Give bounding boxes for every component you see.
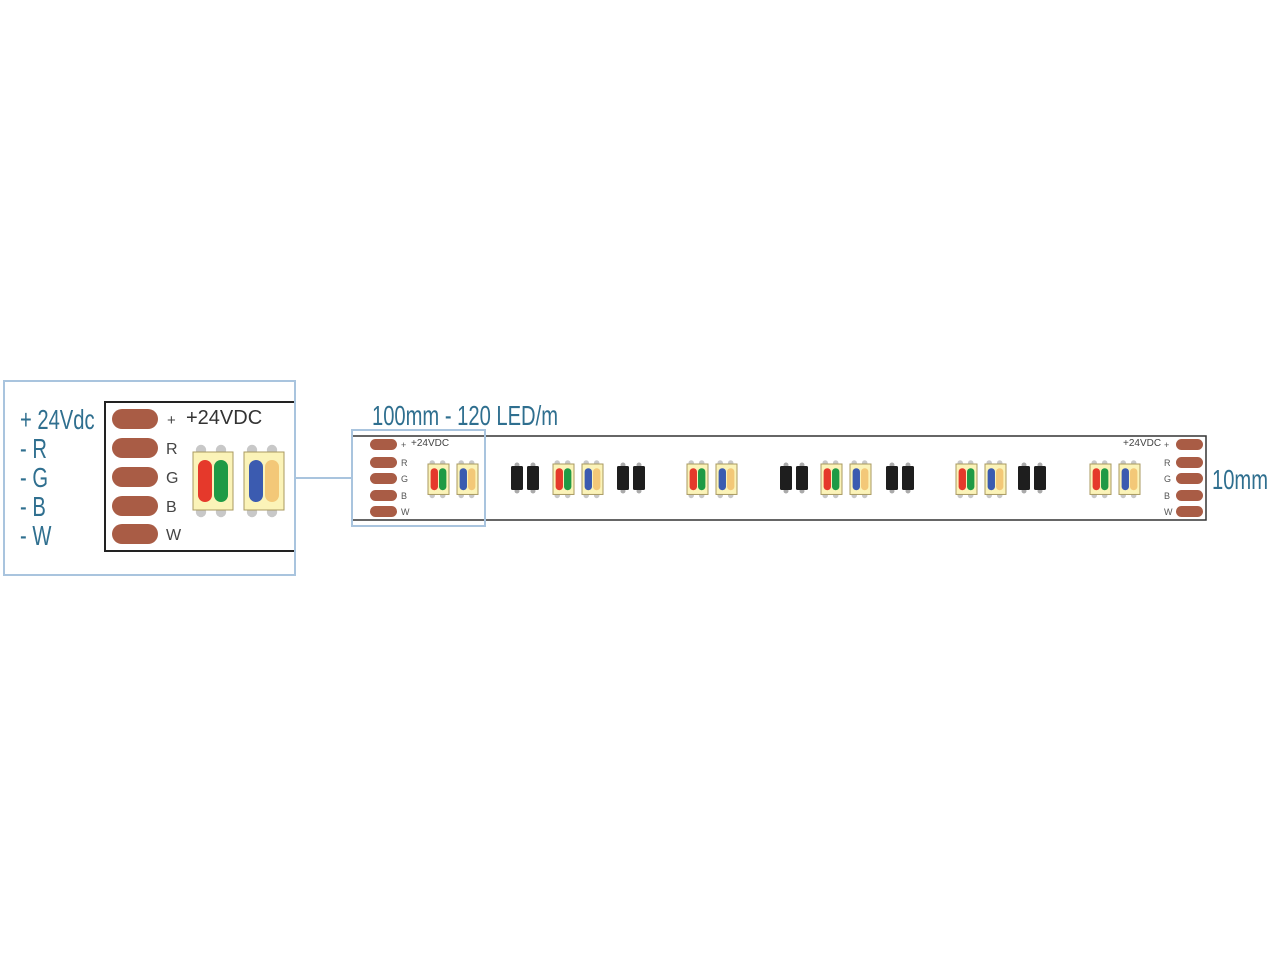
led-chip xyxy=(987,468,995,491)
strip-pad-label-right: + xyxy=(1164,440,1169,450)
pad-label: G xyxy=(166,470,178,487)
strip-pad-left xyxy=(370,506,397,517)
strip-pad-right xyxy=(1176,457,1203,468)
solder-pad xyxy=(112,524,158,544)
led-chip xyxy=(439,468,447,491)
led-chip xyxy=(727,468,735,491)
strip-pad-label-left: G xyxy=(401,474,408,484)
resistor xyxy=(1018,466,1030,490)
strip-pad-left xyxy=(370,473,397,484)
resistor xyxy=(511,466,523,490)
strip-pad-label-right: G xyxy=(1164,474,1171,484)
led-chip xyxy=(832,468,840,491)
led-chip xyxy=(1092,468,1100,491)
strip-pad-left xyxy=(370,490,397,501)
led-chip xyxy=(996,468,1004,491)
led-chip xyxy=(1101,468,1109,491)
led-chip xyxy=(555,468,563,491)
strip-pad-label-right: W xyxy=(1164,507,1173,517)
solder-pad xyxy=(112,467,158,487)
solder-pad xyxy=(112,496,158,516)
led-chip xyxy=(265,460,279,502)
strip-voltage-right: +24VDC xyxy=(1123,438,1161,449)
strip-outline xyxy=(351,435,1207,521)
led-chip xyxy=(958,468,966,491)
led-chip xyxy=(718,468,726,491)
wire-label-w: - W xyxy=(20,520,52,551)
strip-voltage-left: +24VDC xyxy=(411,438,449,449)
led-chip xyxy=(564,468,572,491)
resistor xyxy=(1034,466,1046,490)
pad-label: W xyxy=(166,527,182,544)
detail-strip-outline xyxy=(104,401,294,552)
led-chip xyxy=(967,468,975,491)
resistor xyxy=(886,466,898,490)
pad-label: + xyxy=(167,412,176,429)
wire-label-g: - G xyxy=(20,462,49,493)
led-chip xyxy=(430,468,438,491)
led-chip xyxy=(593,468,601,491)
led-chip xyxy=(861,468,869,491)
strip-title: 100mm - 120 LED/m xyxy=(372,400,558,431)
led-chip xyxy=(249,460,263,502)
strip-pad-right xyxy=(1176,490,1203,501)
pad-label: R xyxy=(166,441,178,458)
resistor xyxy=(780,466,792,490)
led-chip xyxy=(214,460,228,502)
wire-label-24v: + 24Vdc xyxy=(20,404,95,435)
strip-pad-right xyxy=(1176,439,1203,450)
strip-pad-label-left: R xyxy=(401,458,408,468)
led-chip xyxy=(852,468,860,491)
strip-width-label: 10mm xyxy=(1212,464,1269,495)
wire-label-b: - B xyxy=(20,491,46,522)
led-chip xyxy=(689,468,697,491)
strip-pad-right xyxy=(1176,473,1203,484)
strip-pad-right xyxy=(1176,506,1203,517)
zoom-highlight-frame xyxy=(351,429,486,527)
led-chip xyxy=(198,460,212,502)
resistor xyxy=(527,466,539,490)
wire-label-r: - R xyxy=(20,433,47,464)
resistor xyxy=(617,466,629,490)
led-chip xyxy=(468,468,476,491)
strip-pad-label-left: W xyxy=(401,507,410,517)
strip-pad-label-left: + xyxy=(401,440,406,450)
pad-label: B xyxy=(166,499,177,516)
strip-pad-left xyxy=(370,439,397,450)
led-chip xyxy=(1130,468,1138,491)
led-chip xyxy=(823,468,831,491)
led-chip xyxy=(584,468,592,491)
led-chip xyxy=(459,468,467,491)
solder-pad xyxy=(112,409,158,429)
led-chip xyxy=(698,468,706,491)
resistor xyxy=(902,466,914,490)
strip-pad-label-right: R xyxy=(1164,458,1171,468)
resistor xyxy=(633,466,645,490)
voltage-label: +24VDC xyxy=(186,407,262,429)
resistor xyxy=(796,466,808,490)
strip-pad-left xyxy=(370,457,397,468)
strip-pad-label-right: B xyxy=(1164,491,1170,501)
strip-pad-label-left: B xyxy=(401,491,407,501)
solder-pad xyxy=(112,438,158,458)
led-chip xyxy=(1121,468,1129,491)
